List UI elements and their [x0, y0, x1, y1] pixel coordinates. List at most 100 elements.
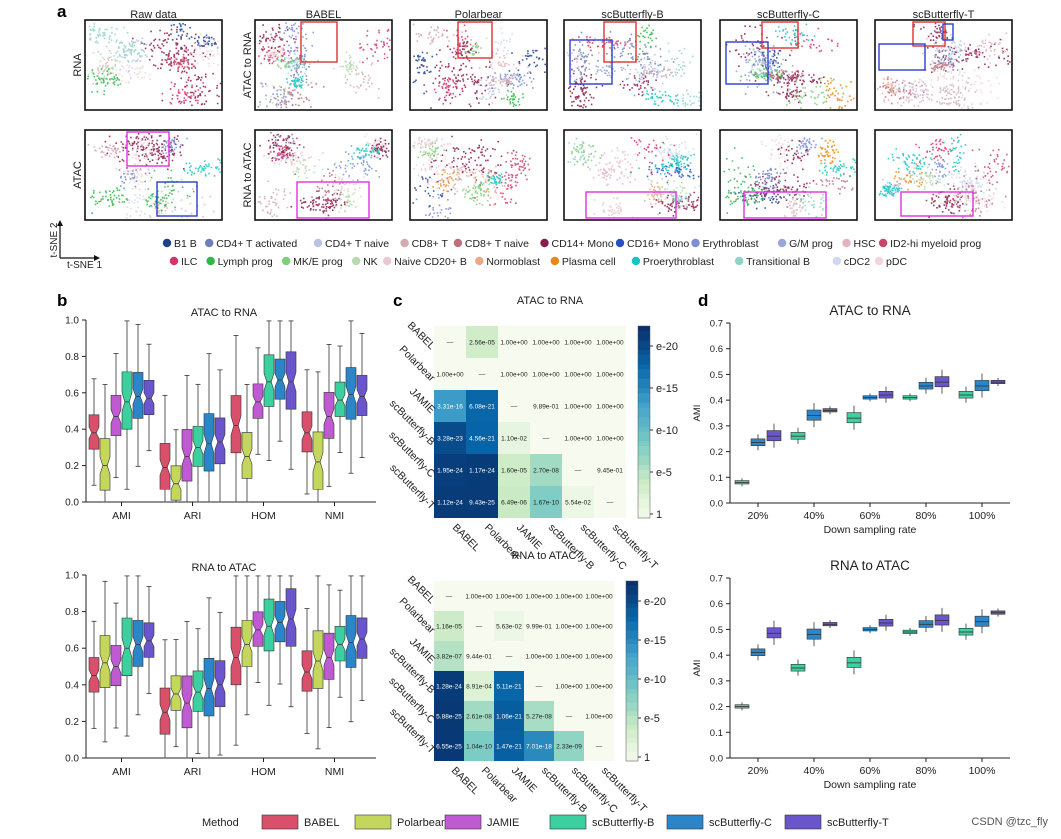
- y-tick-label: 0.2: [710, 702, 723, 713]
- heatmap-value: 7.01e-18: [526, 744, 552, 751]
- heatmap-value: —: [476, 624, 483, 631]
- panel-letter-b: b: [57, 291, 67, 310]
- tsne-cluster: [412, 51, 438, 95]
- box: [766, 430, 782, 442]
- colorbar-tick-label: e-5: [644, 713, 660, 725]
- heatmap-cell: [466, 422, 498, 454]
- colorbar-step: [626, 711, 638, 717]
- highlight-box: [457, 21, 493, 59]
- colorbar-step: [626, 725, 638, 730]
- heatmap-value: 1.00e+00: [585, 624, 613, 631]
- tsne-cluster: [415, 193, 456, 219]
- tsne-plot: [874, 129, 1013, 221]
- y-tick-label: 1.0: [65, 316, 79, 327]
- tsne-cluster: [928, 158, 951, 193]
- heatmap-value: 3.82e-07: [436, 654, 462, 661]
- colorbar-step: [626, 716, 638, 721]
- tsne-cluster: [290, 190, 349, 217]
- heatmap-value: 1.00e+00: [465, 594, 493, 601]
- heatmap-cell: [594, 454, 626, 486]
- tsne-cluster: [647, 174, 701, 215]
- heatmap-value: 1.00e+00: [596, 404, 624, 411]
- box: [312, 431, 324, 490]
- heatmap-value: 1.12e-24: [437, 500, 463, 507]
- tsne-cluster: [784, 186, 827, 218]
- box: [203, 657, 215, 717]
- x-tick-label: 80%: [915, 765, 936, 777]
- tsne-plot: [409, 19, 548, 111]
- legend-label: Proerythroblast: [643, 256, 714, 268]
- colorbar-step: [626, 684, 638, 690]
- tsne-cluster: [479, 49, 531, 82]
- legend-label: cDC2: [844, 256, 870, 268]
- heatmap-cell: [530, 358, 562, 390]
- y-tick-label: 0.1: [710, 473, 723, 484]
- tsne-cluster: [963, 32, 1009, 64]
- colorbar-step: [638, 330, 650, 337]
- colorbar-step: [626, 626, 638, 631]
- box: [121, 371, 133, 430]
- colorbar-step: [626, 657, 638, 663]
- heatmap-value: 5.54e-02: [565, 500, 591, 507]
- tsne-cluster: [340, 187, 357, 213]
- tsne-cluster: [818, 158, 857, 177]
- tsne-cluster: [286, 74, 308, 89]
- chart-title: RNA to ATAC: [191, 562, 256, 574]
- tsne-cluster: [571, 137, 603, 168]
- legend-dot: [540, 238, 549, 248]
- legend-label: Naive CD20+ B: [394, 256, 467, 268]
- legend-label: Polarbear: [397, 817, 445, 829]
- box: [192, 426, 204, 467]
- colorbar-tick-label: e-15: [644, 635, 666, 647]
- box: [143, 622, 155, 658]
- heatmap-value: 1.00e+00: [525, 654, 553, 661]
- heatmap-value: 1.60e-05: [501, 468, 527, 475]
- panel-b-boxplots: ATAC to RNA RNA to ATAC 0.0 0.2 0.4 0.6 0.8 1.0…: [65, 307, 376, 778]
- legend-label: Transitional B: [746, 256, 810, 268]
- tsne-cluster: [125, 134, 154, 169]
- legend-label: scButterfly-T: [827, 817, 889, 829]
- row-label: ATAC to RNA: [242, 31, 254, 98]
- heatmap-value: 1.10e-02: [501, 436, 527, 443]
- tsne-cluster: [441, 162, 478, 193]
- tsne-cluster: [182, 33, 219, 67]
- tsne-cluster: [629, 65, 685, 79]
- legend-dot: [874, 256, 884, 266]
- heatmap-cell: [434, 671, 464, 701]
- legend-dot: [475, 256, 484, 266]
- heatmap-cell: [554, 731, 584, 761]
- heatmap-cell: [524, 581, 554, 611]
- colorbar-step: [638, 498, 650, 505]
- box: [806, 628, 822, 640]
- x-tick-label: 60%: [859, 765, 880, 777]
- heatmap-value: 9.89e-01: [533, 404, 559, 411]
- heatmap-cell: [498, 486, 530, 518]
- tsne-cluster: [651, 191, 700, 217]
- tsne-cluster: [904, 166, 941, 191]
- tsne-plot: [254, 19, 393, 111]
- colorbar-step: [638, 402, 650, 409]
- chart-title: ATAC to RNA: [517, 295, 584, 307]
- colorbar-step: [638, 383, 650, 389]
- heatmap-value: 1.00e+00: [525, 594, 553, 601]
- heatmap-value: 1.00e+00: [564, 340, 592, 347]
- colorbar-frame: [625, 580, 639, 762]
- colorbar-step: [626, 644, 638, 649]
- column-title: BABEL: [306, 9, 341, 21]
- highlight-box: [761, 21, 799, 49]
- tsne-cluster: [412, 136, 452, 150]
- heatmap-value: 8.91e-04: [466, 684, 492, 691]
- colorbar-tick-label: e-20: [644, 596, 666, 608]
- heatmap-cell: [434, 641, 464, 671]
- tsne-cluster: [595, 73, 657, 97]
- tsne-cluster: [161, 81, 206, 105]
- heatmap-value: 1.00e+00: [500, 372, 528, 379]
- heatmap-value: 1.00e+00: [564, 372, 592, 379]
- heatmap-value: 1.00e+00: [555, 624, 583, 631]
- heatmap-value: 2.61e-08: [466, 714, 492, 721]
- colorbar-tick-label: e-15: [656, 383, 678, 395]
- legend-dot: [453, 238, 463, 248]
- tsne-cluster: [643, 178, 666, 205]
- heatmap-cell: [494, 641, 524, 671]
- heatmap-value: 3.31e-16: [437, 404, 463, 411]
